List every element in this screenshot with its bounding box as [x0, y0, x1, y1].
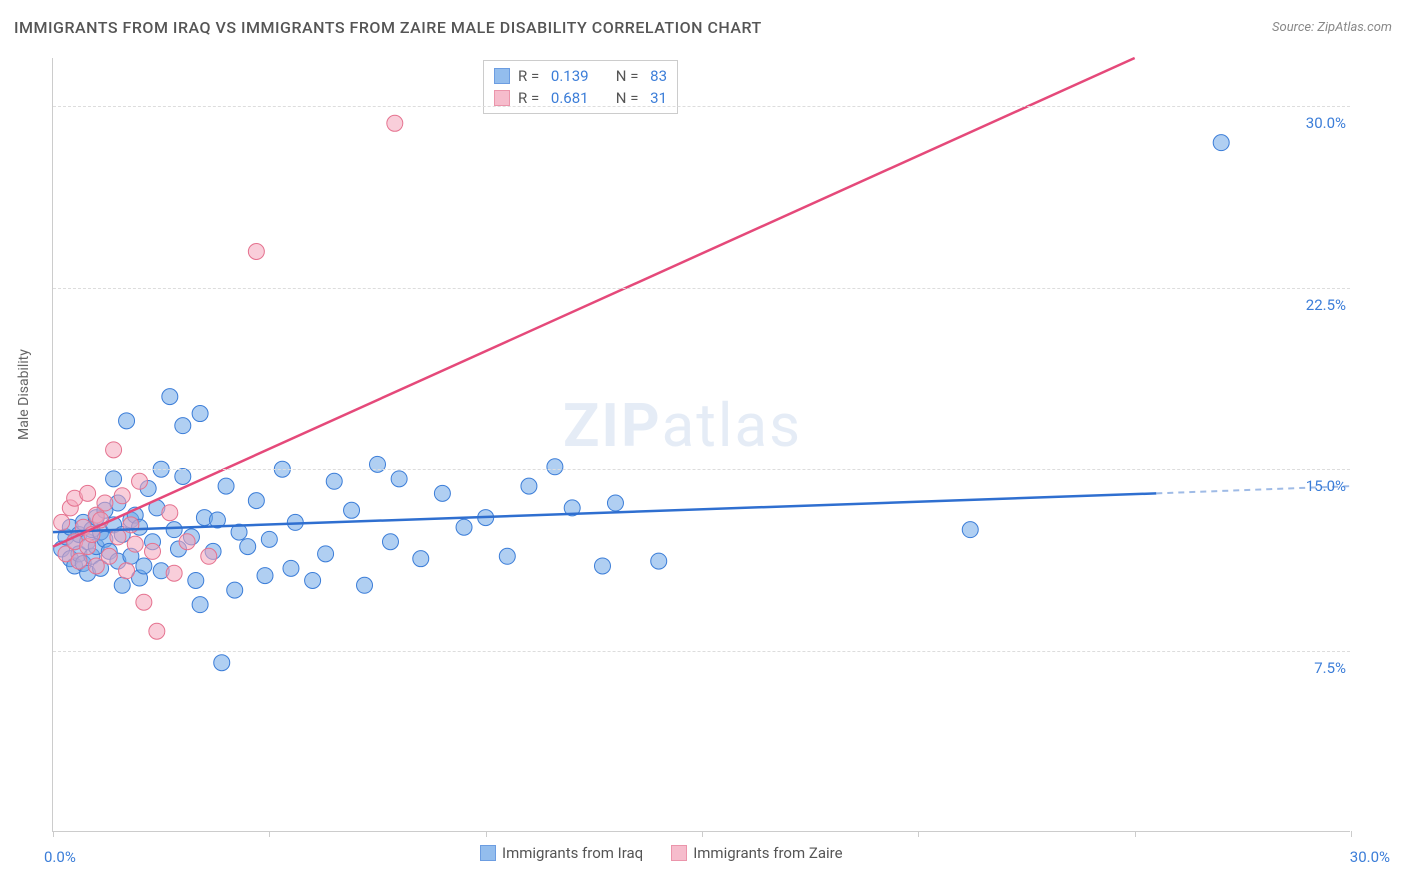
data-point: [456, 519, 472, 535]
data-point: [149, 623, 165, 639]
x-tick: [1135, 831, 1136, 837]
data-point: [499, 548, 515, 564]
x-tick: [53, 831, 54, 837]
data-point: [136, 558, 152, 574]
data-point: [305, 572, 321, 588]
data-point: [106, 471, 122, 487]
data-point: [132, 473, 148, 489]
data-point: [962, 522, 978, 538]
data-point: [188, 572, 204, 588]
data-point: [162, 389, 178, 405]
data-point: [101, 548, 117, 564]
data-point: [257, 568, 273, 584]
data-point: [318, 546, 334, 562]
series-1-swatch: [494, 68, 510, 84]
data-point: [119, 413, 135, 429]
legend-item-1: Immigrants from Iraq: [480, 844, 643, 862]
data-point: [248, 493, 264, 509]
plot-area: ZIPatlas R = 0.139 N = 83 R = 0.681 N = …: [52, 58, 1350, 832]
data-point: [162, 505, 178, 521]
data-point: [227, 582, 243, 598]
x-tick: [702, 831, 703, 837]
legend-item-2: Immigrants from Zaire: [671, 844, 842, 862]
data-point: [145, 543, 161, 559]
data-point: [166, 565, 182, 581]
source-attribution: Source: ZipAtlas.com: [1272, 20, 1392, 35]
x-tick: [486, 831, 487, 837]
gridline: [53, 288, 1350, 289]
series-legend: Immigrants from Iraq Immigrants from Zai…: [480, 844, 843, 862]
data-point: [175, 468, 191, 484]
series-2-swatch: [494, 90, 510, 106]
data-point: [382, 534, 398, 550]
data-point: [110, 529, 126, 545]
x-tick: [918, 831, 919, 837]
data-point: [192, 406, 208, 422]
gridline: [53, 469, 1350, 470]
data-point: [71, 553, 87, 569]
y-axis-label: Male Disability: [16, 349, 32, 440]
data-point: [1213, 135, 1229, 151]
data-point: [214, 655, 230, 671]
data-point: [607, 495, 623, 511]
x-tick: [269, 831, 270, 837]
data-point: [357, 577, 373, 593]
series-2-swatch-icon: [671, 845, 687, 861]
data-point: [326, 473, 342, 489]
data-point: [547, 459, 563, 475]
y-tick-label: 30.0%: [1306, 114, 1346, 132]
chart-title: IMMIGRANTS FROM IRAQ VS IMMIGRANTS FROM …: [14, 18, 762, 37]
data-point: [413, 551, 429, 567]
data-point: [248, 244, 264, 260]
data-point: [344, 502, 360, 518]
series-1-swatch-icon: [480, 845, 496, 861]
gridline: [53, 106, 1350, 107]
y-tick-label: 22.5%: [1306, 296, 1346, 314]
data-point: [54, 514, 70, 530]
x-tick-end: 30.0%: [1350, 848, 1390, 866]
data-point: [166, 522, 182, 538]
data-point: [114, 488, 130, 504]
data-point: [192, 597, 208, 613]
data-point: [594, 558, 610, 574]
data-point: [391, 471, 407, 487]
data-point: [106, 442, 122, 458]
data-point: [127, 536, 143, 552]
data-point: [387, 115, 403, 131]
data-point: [283, 560, 299, 576]
data-point: [136, 594, 152, 610]
gridline: [53, 651, 1350, 652]
data-point: [114, 577, 130, 593]
data-point: [175, 418, 191, 434]
data-point: [179, 534, 195, 550]
data-point: [434, 485, 450, 501]
data-point: [119, 563, 135, 579]
data-point: [80, 485, 96, 501]
data-point: [240, 539, 256, 555]
x-tick-start: 0.0%: [44, 848, 76, 866]
data-point: [218, 478, 234, 494]
data-point: [651, 553, 667, 569]
y-tick-label: 7.5%: [1314, 659, 1346, 677]
regression-line: [53, 58, 1135, 547]
data-point: [521, 478, 537, 494]
legend-row-series-1: R = 0.139 N = 83: [494, 65, 667, 87]
x-tick: [1351, 831, 1352, 837]
scatter-chart: [53, 58, 1350, 831]
data-point: [97, 495, 113, 511]
data-point: [261, 531, 277, 547]
y-tick-label: 15.0%: [1306, 477, 1346, 495]
data-point: [201, 548, 217, 564]
